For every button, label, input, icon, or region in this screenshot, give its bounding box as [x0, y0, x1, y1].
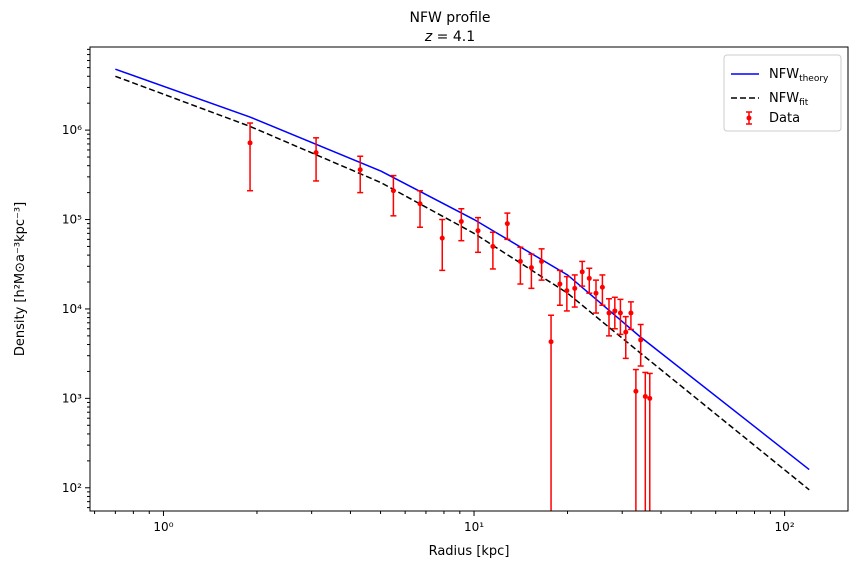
data-marker	[417, 201, 423, 207]
data-marker	[599, 284, 605, 290]
data-marker	[606, 310, 612, 316]
data-marker	[593, 290, 599, 296]
chart-subtitle: z = 4.1	[424, 29, 475, 45]
plot-frame	[89, 46, 849, 512]
data-marker	[247, 140, 253, 146]
legend-data-label: Data	[769, 111, 800, 126]
data-point-28	[637, 323, 644, 367]
data-point-30	[646, 372, 653, 511]
y-tick-label: 10²	[62, 481, 82, 495]
data-point-29	[642, 371, 649, 511]
data-point-23	[611, 296, 618, 330]
data-marker	[572, 285, 578, 291]
data-point-2	[313, 137, 320, 182]
series-layer	[115, 68, 810, 511]
data-point-24	[617, 298, 624, 336]
y-tick-label: 10⁶	[62, 123, 82, 137]
data-point-9	[489, 231, 496, 270]
data-marker	[612, 308, 618, 314]
data-point-19	[586, 267, 593, 294]
data-point-25	[622, 315, 629, 360]
data-point-13	[538, 248, 545, 281]
data-point-18	[579, 260, 586, 287]
data-point-3	[357, 155, 364, 194]
data-point-16	[563, 275, 570, 312]
y-tick-label: 10⁴	[62, 302, 82, 316]
x-axis-label: Radius [kpc]	[429, 544, 510, 559]
data-marker	[313, 150, 319, 156]
y-tick-label: 10⁵	[62, 213, 82, 227]
data-point-20	[592, 279, 599, 314]
x-tick-label: 10¹	[464, 520, 484, 534]
data-marker	[579, 269, 585, 275]
data-point-6	[439, 218, 446, 272]
data-point-27	[632, 368, 639, 511]
nfw-theory-line	[115, 68, 810, 471]
data-marker	[633, 388, 639, 394]
data-marker	[390, 188, 396, 194]
data-point-1	[247, 122, 254, 192]
data-point-17	[571, 274, 578, 308]
data-marker	[586, 275, 592, 281]
data-point-21	[599, 274, 606, 306]
legend-theory-label: NFWtheory	[769, 67, 829, 84]
data-marker	[642, 393, 648, 399]
data-marker	[475, 228, 481, 234]
data-point-7	[458, 207, 465, 242]
data-marker	[539, 258, 545, 264]
data-point-4	[390, 174, 397, 217]
data-marker	[564, 288, 570, 294]
data-point-22	[606, 298, 613, 337]
chart-title: NFW profile	[409, 10, 490, 26]
x-axis: 10⁰ 10¹ 10²	[94, 511, 795, 534]
data-marker	[490, 243, 496, 249]
data-marker	[628, 310, 634, 316]
data-marker	[504, 221, 510, 227]
data-marker	[517, 258, 523, 264]
data-point-12	[528, 253, 535, 290]
y-tick-label: 10³	[62, 391, 82, 405]
data-marker	[439, 235, 445, 241]
data-marker	[623, 329, 629, 335]
data-point-8	[475, 216, 482, 254]
data-marker	[647, 395, 653, 401]
x-tick-label: 10⁰	[153, 520, 173, 534]
data-point-10	[504, 212, 511, 241]
data-marker	[617, 310, 623, 316]
data-marker	[357, 167, 363, 173]
data-point-14	[548, 314, 555, 511]
data-marker	[638, 337, 644, 343]
data-point-26	[627, 301, 634, 331]
data-marker	[528, 265, 534, 271]
data-marker	[548, 339, 554, 345]
data-marker	[458, 219, 464, 225]
x-tick-label: 10²	[775, 520, 795, 534]
legend: NFWtheory NFWfit Data	[723, 54, 842, 132]
data-point-5	[417, 189, 424, 228]
y-axis: 10² 10³ 10⁴ 10⁵ 10⁶	[62, 48, 90, 509]
nfw-fit-line	[115, 75, 810, 491]
legend-data-marker	[746, 115, 752, 121]
data-point-15	[556, 269, 563, 306]
data-marker	[557, 281, 563, 287]
data-point-11	[517, 246, 524, 285]
y-axis-label: Density [h²M⊙a⁻³kpc⁻³]	[13, 202, 28, 356]
legend-fit-label: NFWfit	[769, 91, 809, 108]
